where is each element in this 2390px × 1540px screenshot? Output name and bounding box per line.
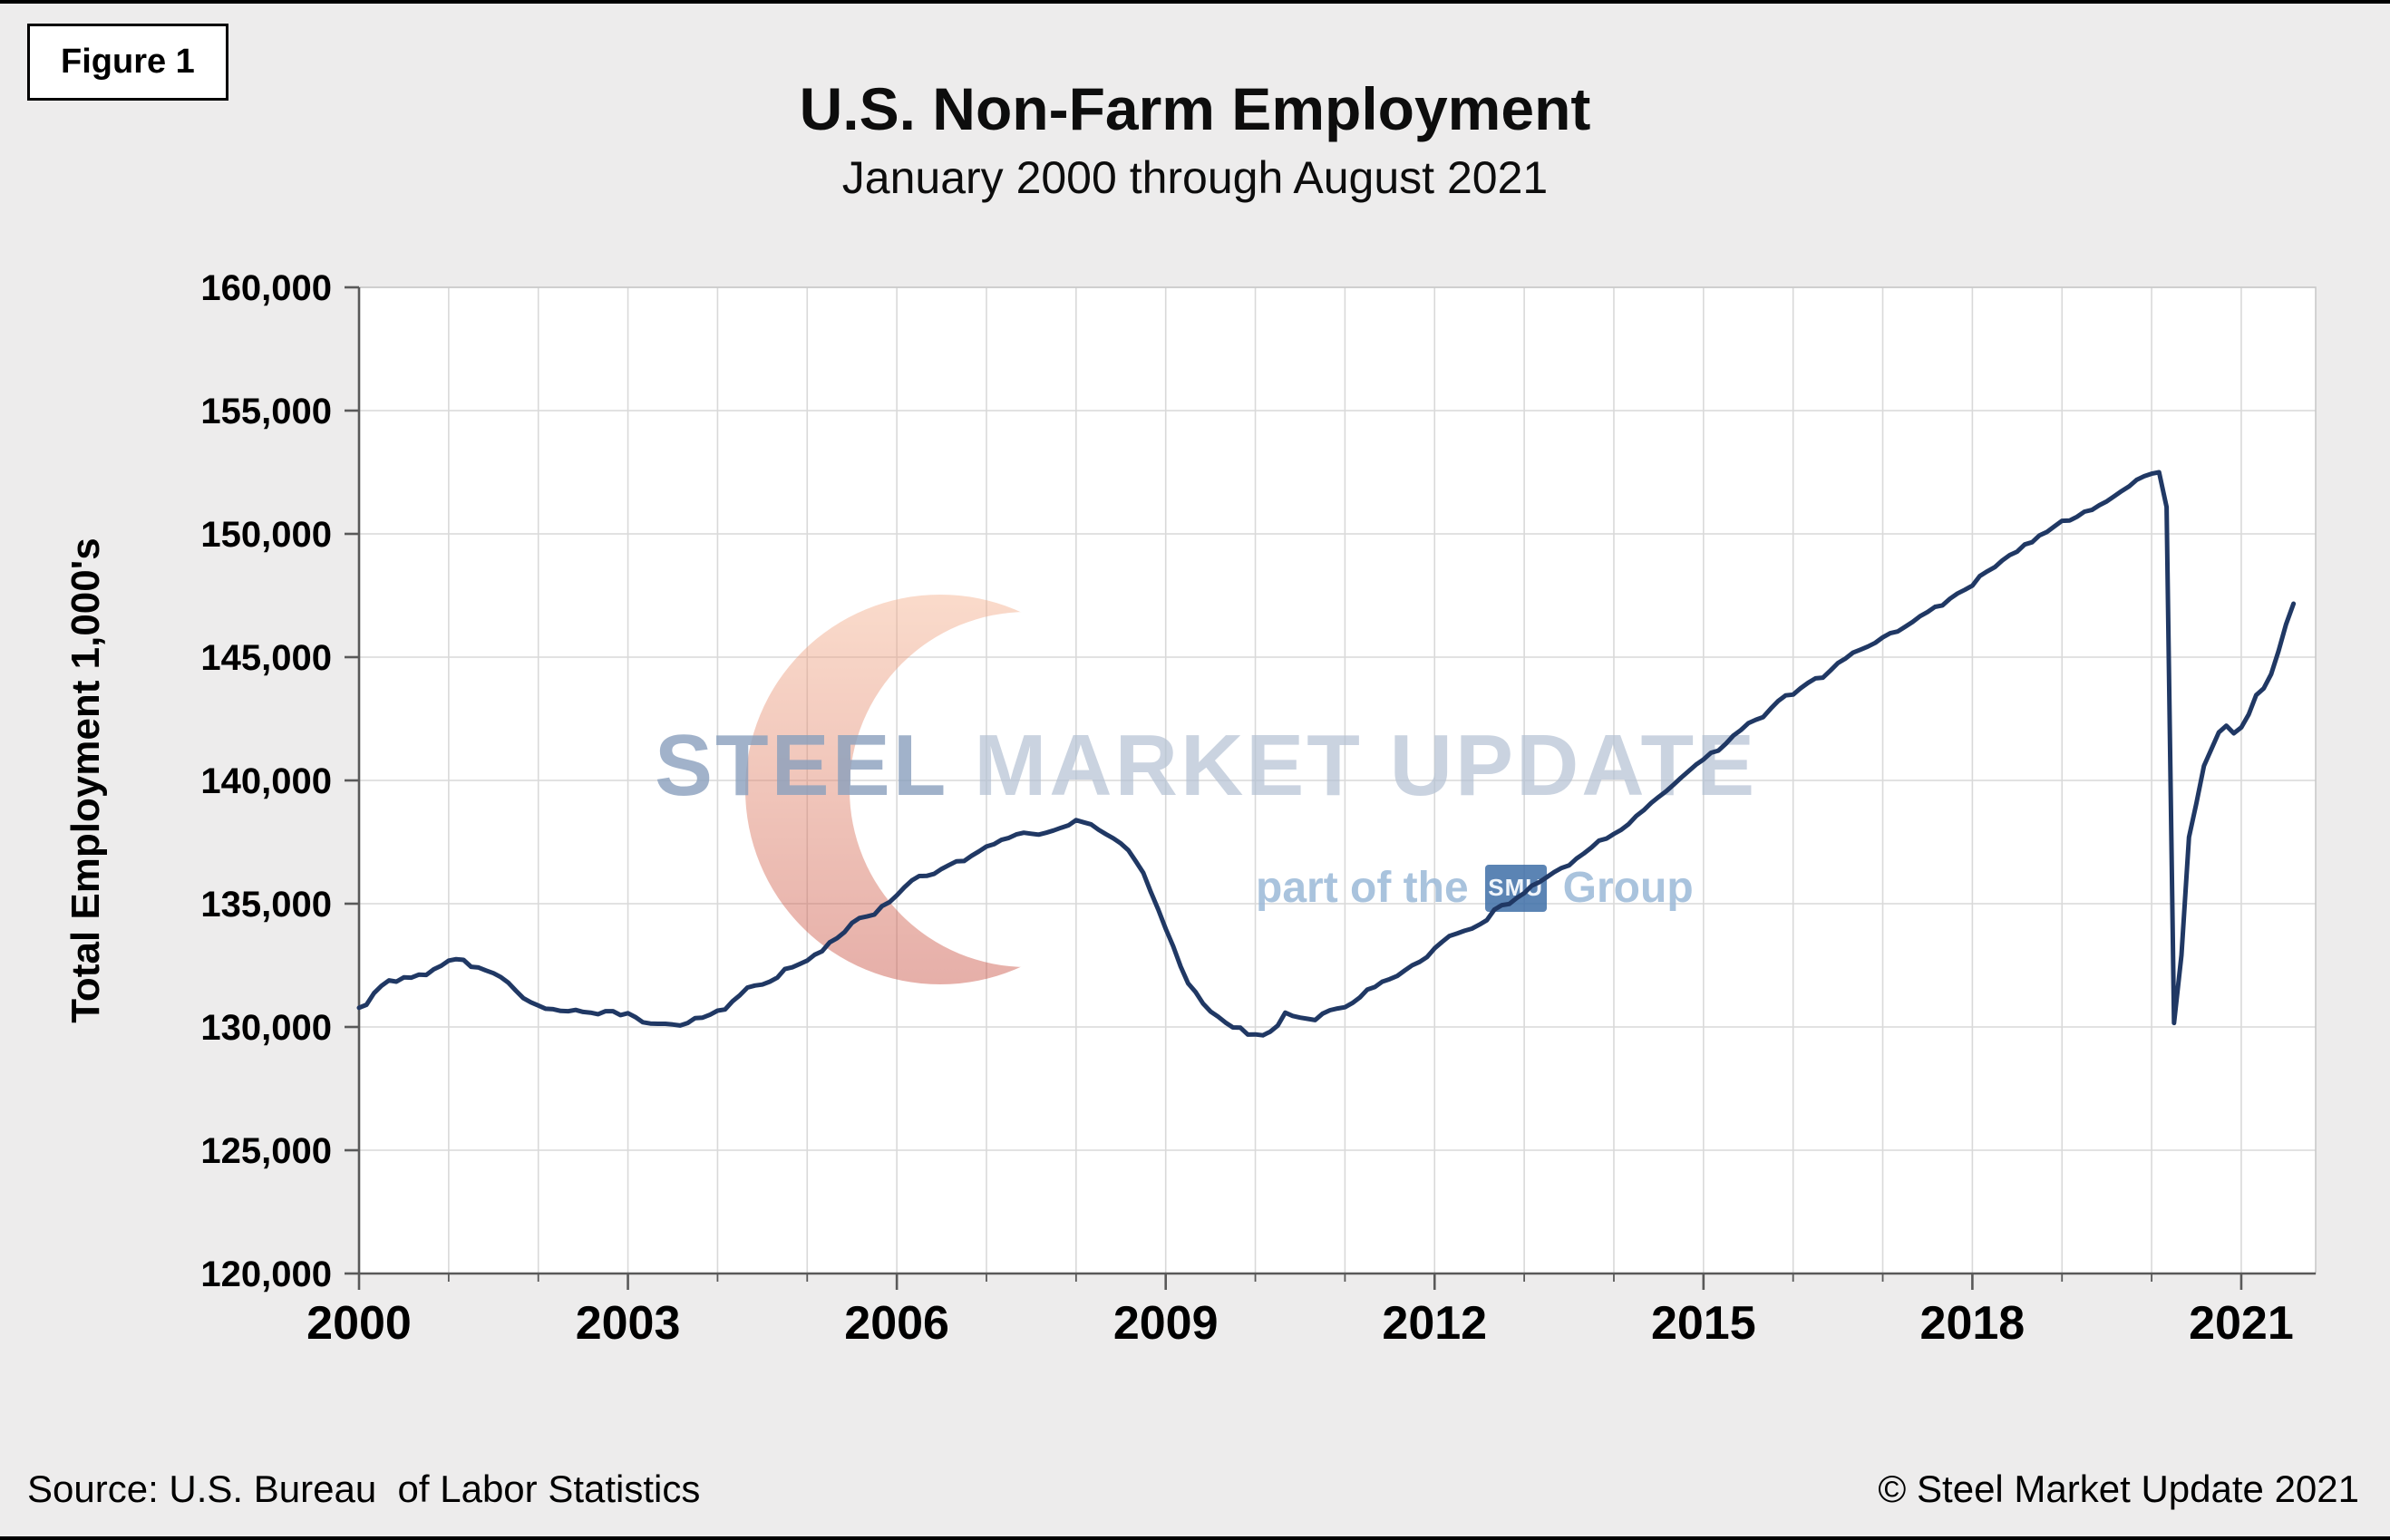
svg-text:155,000: 155,000 xyxy=(200,392,332,431)
svg-text:2006: 2006 xyxy=(844,1297,949,1350)
svg-text:140,000: 140,000 xyxy=(200,761,332,801)
svg-text:160,000: 160,000 xyxy=(200,268,332,308)
chart-title: U.S. Non-Farm Employment xyxy=(799,75,1591,142)
watermark-tagline: part of the SMU Group xyxy=(1256,863,1694,913)
svg-text:145,000: 145,000 xyxy=(200,638,332,678)
source-note: Source: U.S. Bureau of Labor Statistics xyxy=(27,1467,701,1510)
svg-text:2009: 2009 xyxy=(1113,1297,1219,1350)
chart-subtitle: January 2000 through August 2021 xyxy=(841,151,1549,203)
svg-text:2000: 2000 xyxy=(306,1297,412,1350)
svg-text:2021: 2021 xyxy=(2189,1297,2294,1350)
svg-text:150,000: 150,000 xyxy=(200,515,332,555)
chart-line xyxy=(356,470,2297,1038)
svg-text:2015: 2015 xyxy=(1651,1297,1756,1350)
title-block: U.S. Non-Farm Employment January 2000 th… xyxy=(0,76,2390,204)
svg-text:130,000: 130,000 xyxy=(200,1008,332,1048)
svg-text:135,000: 135,000 xyxy=(200,885,332,925)
svg-text:2003: 2003 xyxy=(576,1297,681,1350)
svg-text:2018: 2018 xyxy=(1920,1297,2026,1350)
figure-label-text: Figure 1 xyxy=(61,43,195,81)
chart-grid: 120,000 125,000 130,000 135,000 140,000 145,0… xyxy=(200,268,2317,1350)
watermark-steel: STEEL xyxy=(655,717,947,814)
watermark-wordmark: STEEL MARKET UPDATE xyxy=(655,722,1757,809)
smu-logo-icon: SMU xyxy=(1484,864,1547,912)
svg-text:120,000: 120,000 xyxy=(200,1254,332,1294)
figure-label: Figure 1 xyxy=(27,24,228,101)
watermark-tagline-suffix: Group xyxy=(1562,864,1694,912)
svg-text:2012: 2012 xyxy=(1382,1297,1487,1350)
watermark-tagline-prefix: part of the xyxy=(1256,864,1469,912)
svg-text:125,000: 125,000 xyxy=(200,1131,332,1171)
watermark: STEEL MARKET UPDATE part of the SMU Grou… xyxy=(0,4,2390,1536)
copyright-note: © Steel Market Update 2021 xyxy=(1878,1467,2359,1510)
watermark-market-update: MARKET UPDATE xyxy=(974,717,1758,814)
crescent-logo-icon xyxy=(745,595,1135,984)
y-axis-title: Total Employment 1,000's xyxy=(63,538,108,1023)
